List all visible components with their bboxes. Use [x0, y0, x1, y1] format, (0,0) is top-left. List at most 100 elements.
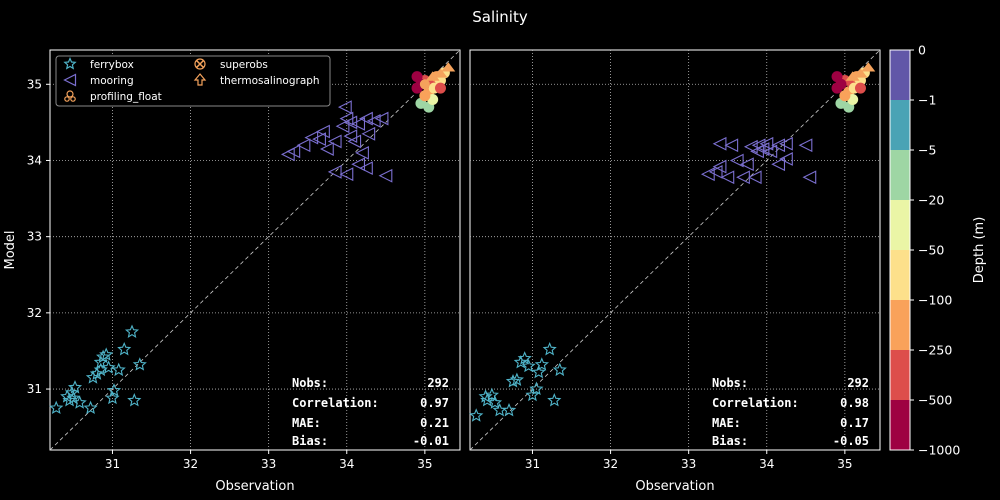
left-x-ticks: 31 32 33 34 35	[105, 450, 432, 471]
superobs-point	[419, 79, 430, 90]
colorbar-tick-label: 0	[918, 43, 926, 58]
mooring-point	[347, 134, 362, 149]
y-tick-label: 35	[27, 77, 42, 91]
y-tick-label: 31	[27, 382, 42, 396]
ferrybox-point	[521, 358, 536, 373]
mooring-point	[740, 157, 754, 172]
x-tick-label: 35	[837, 457, 852, 471]
mooring-point	[763, 144, 778, 159]
mooring-point	[359, 161, 373, 175]
right-stat-label-nobs: Nobs:	[712, 376, 748, 390]
ferrybox-point	[67, 380, 83, 394]
colorbar-tick-label: −50	[918, 243, 944, 258]
right-stat-value-mae: 0.17	[840, 416, 869, 430]
mooring-point	[724, 138, 739, 153]
ferrybox-point	[106, 383, 122, 397]
colorbar-segment	[890, 100, 910, 151]
stat-label-nobs: Nobs:	[292, 376, 328, 390]
ferrybox-point	[484, 387, 499, 402]
x-tick-label: 34	[339, 457, 354, 471]
legend-items: ferrybox mooring profiling_float superobs th…	[63, 56, 320, 103]
figure-title: Salinity	[472, 8, 528, 26]
mooring-point	[337, 100, 352, 115]
stat-value-correlation: 0.97	[420, 396, 449, 410]
right-stat-value-nobs: 292	[847, 376, 869, 390]
thermosalinograph-point	[861, 62, 876, 72]
colorbar-segments	[890, 50, 910, 451]
ferrybox-point	[72, 395, 87, 409]
left-markers	[49, 62, 456, 415]
x-tick-label: 32	[603, 457, 618, 471]
mooring-point	[378, 168, 393, 183]
colorbar-tick-label: −250	[918, 343, 952, 358]
ferrybox-point	[542, 341, 557, 356]
colorbar-segment	[890, 300, 910, 351]
right-stats-box: Nobs: 292 Correlation: 0.98 MAE: 0.17 Bi…	[712, 376, 869, 448]
profiling_float-point	[434, 82, 446, 94]
mooring-point	[327, 165, 342, 179]
x-tick-label: 34	[759, 457, 774, 471]
ferrybox-point	[62, 393, 77, 407]
colorbar-tick-label: −1000	[918, 443, 960, 458]
ferrybox-point	[469, 408, 484, 422]
ferrybox-point	[509, 372, 524, 386]
colorbar-tick-label: −500	[918, 393, 952, 408]
mooring-point	[316, 124, 330, 139]
thermosalinograph-point	[441, 62, 456, 72]
colorbar-tick-label: −5	[918, 143, 936, 158]
left-y-ticks: 31 32 33 34 35	[27, 77, 50, 396]
x-tick-label: 33	[681, 457, 696, 471]
mooring-point	[798, 138, 813, 153]
colorbar-tick-label: −100	[918, 293, 952, 308]
y-tick-label: 32	[27, 306, 42, 320]
mooring-point	[335, 119, 350, 134]
stat-label-correlation: Correlation:	[292, 396, 379, 410]
ferrybox-point	[101, 360, 116, 374]
mooring-point	[296, 138, 311, 153]
x-tick-label: 31	[525, 457, 540, 471]
ferrybox-point	[513, 354, 528, 369]
ferrybox-point	[487, 395, 503, 409]
colorbar-tick-label: −20	[918, 193, 944, 208]
mooring-point	[312, 132, 326, 147]
mooring-point	[351, 117, 366, 131]
ferrybox-point	[132, 357, 147, 371]
ferrybox-point	[529, 381, 544, 396]
mooring-point	[320, 142, 334, 156]
legend-label-thermosalinograph: thermosalinograph	[220, 75, 320, 87]
mooring-point	[327, 134, 342, 149]
profiling_float-legend-icon	[64, 90, 76, 102]
left-x-axis-label: Observation	[215, 479, 294, 494]
mooring-point	[286, 144, 301, 159]
right-stat-value-bias: -0.05	[833, 434, 869, 448]
mooring-point	[779, 152, 793, 166]
y-tick-label: 34	[27, 153, 42, 167]
mooring-point	[712, 136, 727, 151]
mooring-point	[339, 167, 354, 182]
right-grid	[470, 50, 880, 450]
ferrybox-legend-icon	[63, 56, 77, 70]
ferrybox-point	[525, 387, 540, 402]
thermosalinograph-legend-icon	[193, 73, 207, 86]
x-tick-label: 31	[105, 457, 120, 471]
right-stat-label-correlation: Correlation:	[712, 396, 799, 410]
right-stat-label-mae: MAE:	[712, 416, 741, 430]
thermosalinograph-point	[845, 71, 860, 81]
ferrybox-point	[99, 347, 114, 361]
superobs-legend-icon	[194, 58, 206, 70]
colorbar-segment	[890, 50, 910, 101]
thermosalinograph-point	[853, 68, 868, 78]
ferrybox-point	[531, 364, 546, 379]
ferrybox-point	[85, 370, 101, 384]
x-tick-label: 32	[183, 457, 198, 471]
profiling_float-point	[839, 90, 851, 102]
profiling_float-point	[419, 90, 431, 102]
mooring-point	[747, 170, 762, 185]
stat-label-bias: Bias:	[292, 434, 328, 448]
mooring-point	[374, 111, 389, 126]
ferrybox-point	[60, 389, 75, 403]
stat-value-nobs: 292	[427, 376, 449, 390]
legend: ferrybox mooring profiling_float superobs th…	[55, 55, 331, 107]
right-x-axis-label: Observation	[635, 479, 714, 494]
